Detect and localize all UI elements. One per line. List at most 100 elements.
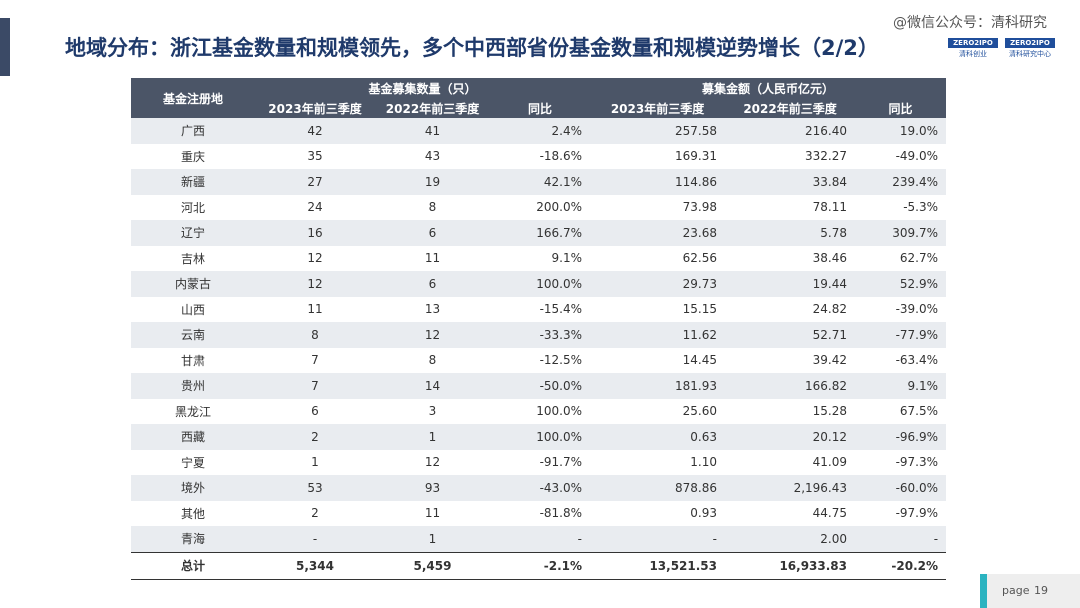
table-cell: 11 [307, 302, 323, 317]
table-cell: 内蒙古 [131, 271, 255, 297]
table-cell: -12.5% [539, 353, 583, 368]
table-cell: 9.1% [855, 373, 947, 399]
table-cell: 6 [311, 404, 319, 419]
table-cell: 2 [311, 506, 319, 521]
table-cell: 3 [428, 404, 437, 419]
table-row: 甘肃 7 8 -12.5% 14.45 39.42 -63.4% [131, 348, 946, 374]
table-cell: 52.9% [855, 271, 947, 297]
page-footer: page 19 [980, 574, 1080, 608]
data-table: 基金注册地 基金募集数量（只） 募集金额（人民币亿元） 2023年前三季度 202… [131, 78, 947, 580]
table-cell: 14.45 [682, 353, 718, 368]
logo-mark: ZERO2IPO [948, 38, 998, 48]
table-cell: 广西 [131, 118, 255, 144]
table-cell: 11 [424, 506, 441, 521]
table-row: 吉林 12 11 9.1% 62.56 38.46 62.7% [131, 246, 946, 272]
table-cell: 257.58 [590, 118, 726, 144]
table-cell: 67.5% [899, 404, 939, 419]
table-cell: 0.93 [690, 506, 718, 521]
table-cell: -5.3% [903, 200, 939, 215]
total-cell: 16,933.83 [725, 551, 856, 580]
total-row: 总计 5,344 5,459 -2.1% 13,521.53 16,933.83 -20.2… [131, 551, 947, 580]
table-cell: -96.9% [855, 424, 947, 450]
table-cell: 166.82 [725, 373, 856, 399]
table-row: 宁夏 1 12 -91.7% 1.10 41.09 -97.3% [131, 450, 946, 476]
table-cell: 重庆 [180, 149, 205, 164]
table-cell: 辽宁 [131, 220, 255, 246]
table-cell: 41 [375, 118, 490, 144]
table-cell: 8 [428, 200, 437, 215]
table-cell: 181.93 [590, 373, 726, 399]
table-cell: 1 [375, 424, 490, 450]
table-row: 广西 42 41 2.4% 257.58 216.40 19.0% [131, 118, 947, 144]
table-cell: 2 [255, 424, 375, 450]
table-cell: -63.4% [895, 353, 939, 368]
table-cell: 5.78 [725, 220, 856, 246]
table-cell: 其他 [180, 506, 205, 521]
table-row: 河北 24 8 200.0% 73.98 78.11 -5.3% [131, 195, 946, 221]
table-cell: 309.7% [855, 220, 947, 246]
table-cell: 11 [424, 251, 441, 266]
table-cell: 9.1% [551, 251, 583, 266]
subheader-cell: 同比 [855, 98, 947, 118]
table-cell: 200.0% [536, 200, 583, 215]
table-row: 西藏 2 1 100.0% 0.63 20.12 -96.9% [131, 424, 947, 450]
table-cell: 宁夏 [180, 455, 205, 470]
table-cell: 甘肃 [180, 353, 205, 368]
table-cell: 39.42 [812, 353, 848, 368]
table-cell: 33.84 [725, 169, 856, 195]
table-cell: 7 [255, 373, 375, 399]
table-cell: 6 [375, 220, 490, 246]
total-cell: 总计 [131, 551, 255, 580]
table-cell: 23.68 [590, 220, 726, 246]
table-cell: -81.8% [539, 506, 583, 521]
table-cell: 13 [424, 302, 441, 317]
table-cell: 29.73 [590, 271, 726, 297]
table-cell: 6 [375, 271, 490, 297]
table-cell: 100.0% [490, 271, 591, 297]
table-cell: -50.0% [490, 373, 591, 399]
table-cell: 吉林 [180, 251, 205, 266]
table-cell: -49.0% [895, 149, 939, 164]
table-cell: - [590, 526, 726, 552]
total-cell: -20.2% [855, 551, 947, 580]
table-cell: 93 [375, 475, 490, 501]
table-cell: 27 [255, 169, 375, 195]
total-cell: 5,459 [375, 551, 490, 580]
table-cell: 19.44 [725, 271, 856, 297]
table-row: 贵州 7 14 -50.0% 181.93 166.82 9.1% [131, 373, 947, 399]
table-cell: 8 [428, 353, 437, 368]
table-cell: 53 [255, 475, 375, 501]
table-cell: -43.0% [490, 475, 591, 501]
table-cell: 1 [311, 455, 319, 470]
table-row: 黑龙江 6 3 100.0% 25.60 15.28 67.5% [131, 399, 946, 425]
table-cell: 114.86 [590, 169, 726, 195]
table-cell: 52.71 [725, 322, 856, 348]
table-cell: 新疆 [131, 169, 255, 195]
table-cell: -97.3% [895, 455, 939, 470]
table-cell: 11.62 [590, 322, 726, 348]
watermark: @微信公众号：清科研究 [893, 15, 1047, 31]
table-row: 境外 53 93 -43.0% 878.86 2,196.43 -60.0% [131, 475, 947, 501]
subheader-cell: 2023年前三季度 [590, 98, 726, 118]
table-cell: 12 [424, 455, 441, 470]
table-cell: 15.15 [682, 302, 718, 317]
table-cell: 878.86 [590, 475, 726, 501]
table-cell: - [490, 526, 591, 552]
table-cell: -77.9% [855, 322, 947, 348]
table-cell: 100.0% [536, 404, 583, 419]
table-cell: 38.46 [812, 251, 848, 266]
table-cell: 0.63 [590, 424, 726, 450]
logo-caption: 清科研究中心 [1009, 50, 1051, 58]
total-cell: -2.1% [490, 551, 591, 580]
table-cell: 24 [307, 200, 323, 215]
table-cell: -97.9% [895, 506, 939, 521]
table-row: 云南 8 12 -33.3% 11.62 52.71 -77.9% [131, 322, 947, 348]
table-cell: 239.4% [855, 169, 947, 195]
page-label: page [1002, 584, 1030, 597]
table-cell: 青海 [131, 526, 255, 552]
table-row: 山西 11 13 -15.4% 15.15 24.82 -39.0% [131, 297, 946, 323]
table-cell: -18.6% [539, 149, 583, 164]
logo: ZERO2IPO 清科研究中心 [1005, 38, 1055, 64]
table-cell: 16 [255, 220, 375, 246]
